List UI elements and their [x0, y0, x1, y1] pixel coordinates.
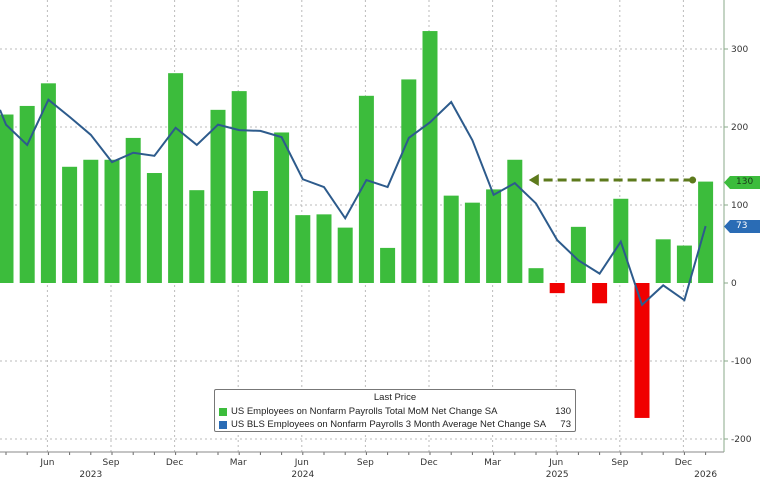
bar-mar-2024 — [231, 91, 247, 284]
bar-feb-2025 — [464, 202, 480, 283]
x-tick-label: Mar — [484, 458, 501, 468]
x-tick-label: Jun — [294, 458, 309, 468]
legend-label: US Employees on Nonfarm Payrolls Total M… — [231, 405, 498, 417]
bar-jan-2024 — [189, 190, 205, 283]
bar-dec-2023 — [168, 73, 184, 284]
bar-feb-2024 — [210, 109, 226, 283]
bar-aug-2025 — [592, 283, 608, 304]
bar-apr-2024 — [252, 190, 268, 283]
bar-oct-2023 — [125, 137, 141, 283]
x-tick-label: Sep — [611, 458, 628, 468]
annotation-arrow-dot — [689, 176, 697, 184]
bar-may-2025 — [528, 268, 544, 283]
bar-jul-2024 — [316, 214, 332, 283]
x-tick-label: Sep — [103, 458, 120, 468]
legend-value: 73 — [560, 418, 571, 430]
last-value-tag-bars: 130 — [724, 176, 760, 189]
bar-oct-2024 — [380, 247, 396, 283]
bar-sep-2024 — [358, 95, 374, 283]
x-tick-label: Jun — [548, 458, 563, 468]
x-tick-label: Mar — [230, 458, 247, 468]
x-tick-label: Dec — [675, 458, 692, 468]
last-value-tag-line: 73 — [724, 220, 760, 233]
annotation-arrow-head — [528, 174, 539, 187]
bar-may-2024 — [274, 132, 290, 283]
bar-jul-2025 — [570, 226, 586, 283]
legend-item-bars: US Employees on Nonfarm Payrolls Total M… — [215, 405, 575, 418]
bar-jun-2025 — [549, 283, 565, 294]
bar-jan-2025 — [443, 195, 459, 283]
bar-nov-2025 — [655, 239, 671, 283]
x-year-label: 2026 — [694, 470, 717, 478]
y-tick-label: 100 — [731, 201, 748, 211]
legend: Last Price US Employees on Nonfarm Payro… — [214, 389, 576, 432]
y-tick-label: 0 — [731, 279, 737, 289]
x-year-label: 2024 — [291, 470, 314, 478]
bar-jul-2023 — [62, 166, 78, 283]
x-tick-label: Dec — [166, 458, 183, 468]
legend-label: US BLS Employees on Nonfarm Payrolls 3 M… — [231, 418, 547, 430]
bar-aug-2024 — [337, 227, 353, 283]
bar-jun-2023 — [40, 83, 56, 283]
y-tick-label: -200 — [731, 435, 752, 445]
legend-value: 130 — [555, 405, 571, 417]
bar-nov-2024 — [401, 79, 417, 283]
x-year-label: 2023 — [79, 470, 102, 478]
legend-swatch-blue — [219, 420, 227, 429]
y-tick-label: -100 — [731, 357, 752, 367]
bar-dec-2025 — [676, 245, 692, 283]
bar-mar-2025 — [486, 189, 502, 283]
legend-item-line: US BLS Employees on Nonfarm Payrolls 3 M… — [215, 418, 575, 431]
legend-title: Last Price — [373, 392, 417, 403]
bar-aug-2023 — [83, 159, 99, 283]
bar-jun-2024 — [295, 215, 311, 283]
three-month-average-line — [0, 98, 707, 307]
x-tick-label: Jun — [39, 458, 54, 468]
bar-sep-2023 — [104, 159, 120, 283]
bar-may-2023 — [19, 105, 35, 283]
bar-oct-2025 — [634, 283, 650, 418]
y-tick-label: 300 — [731, 45, 748, 55]
bar-apr-2023 — [0, 114, 14, 284]
x-tick-label: Dec — [420, 458, 437, 468]
bar-nov-2023 — [146, 173, 162, 283]
x-year-label: 2025 — [546, 470, 569, 478]
x-tick-label: Sep — [357, 458, 374, 468]
bar-apr-2025 — [507, 159, 523, 283]
y-tick-label: 200 — [731, 123, 748, 133]
legend-swatch-green — [219, 407, 227, 416]
bar-dec-2024 — [422, 31, 438, 284]
bar-jan-2026 — [698, 181, 714, 283]
